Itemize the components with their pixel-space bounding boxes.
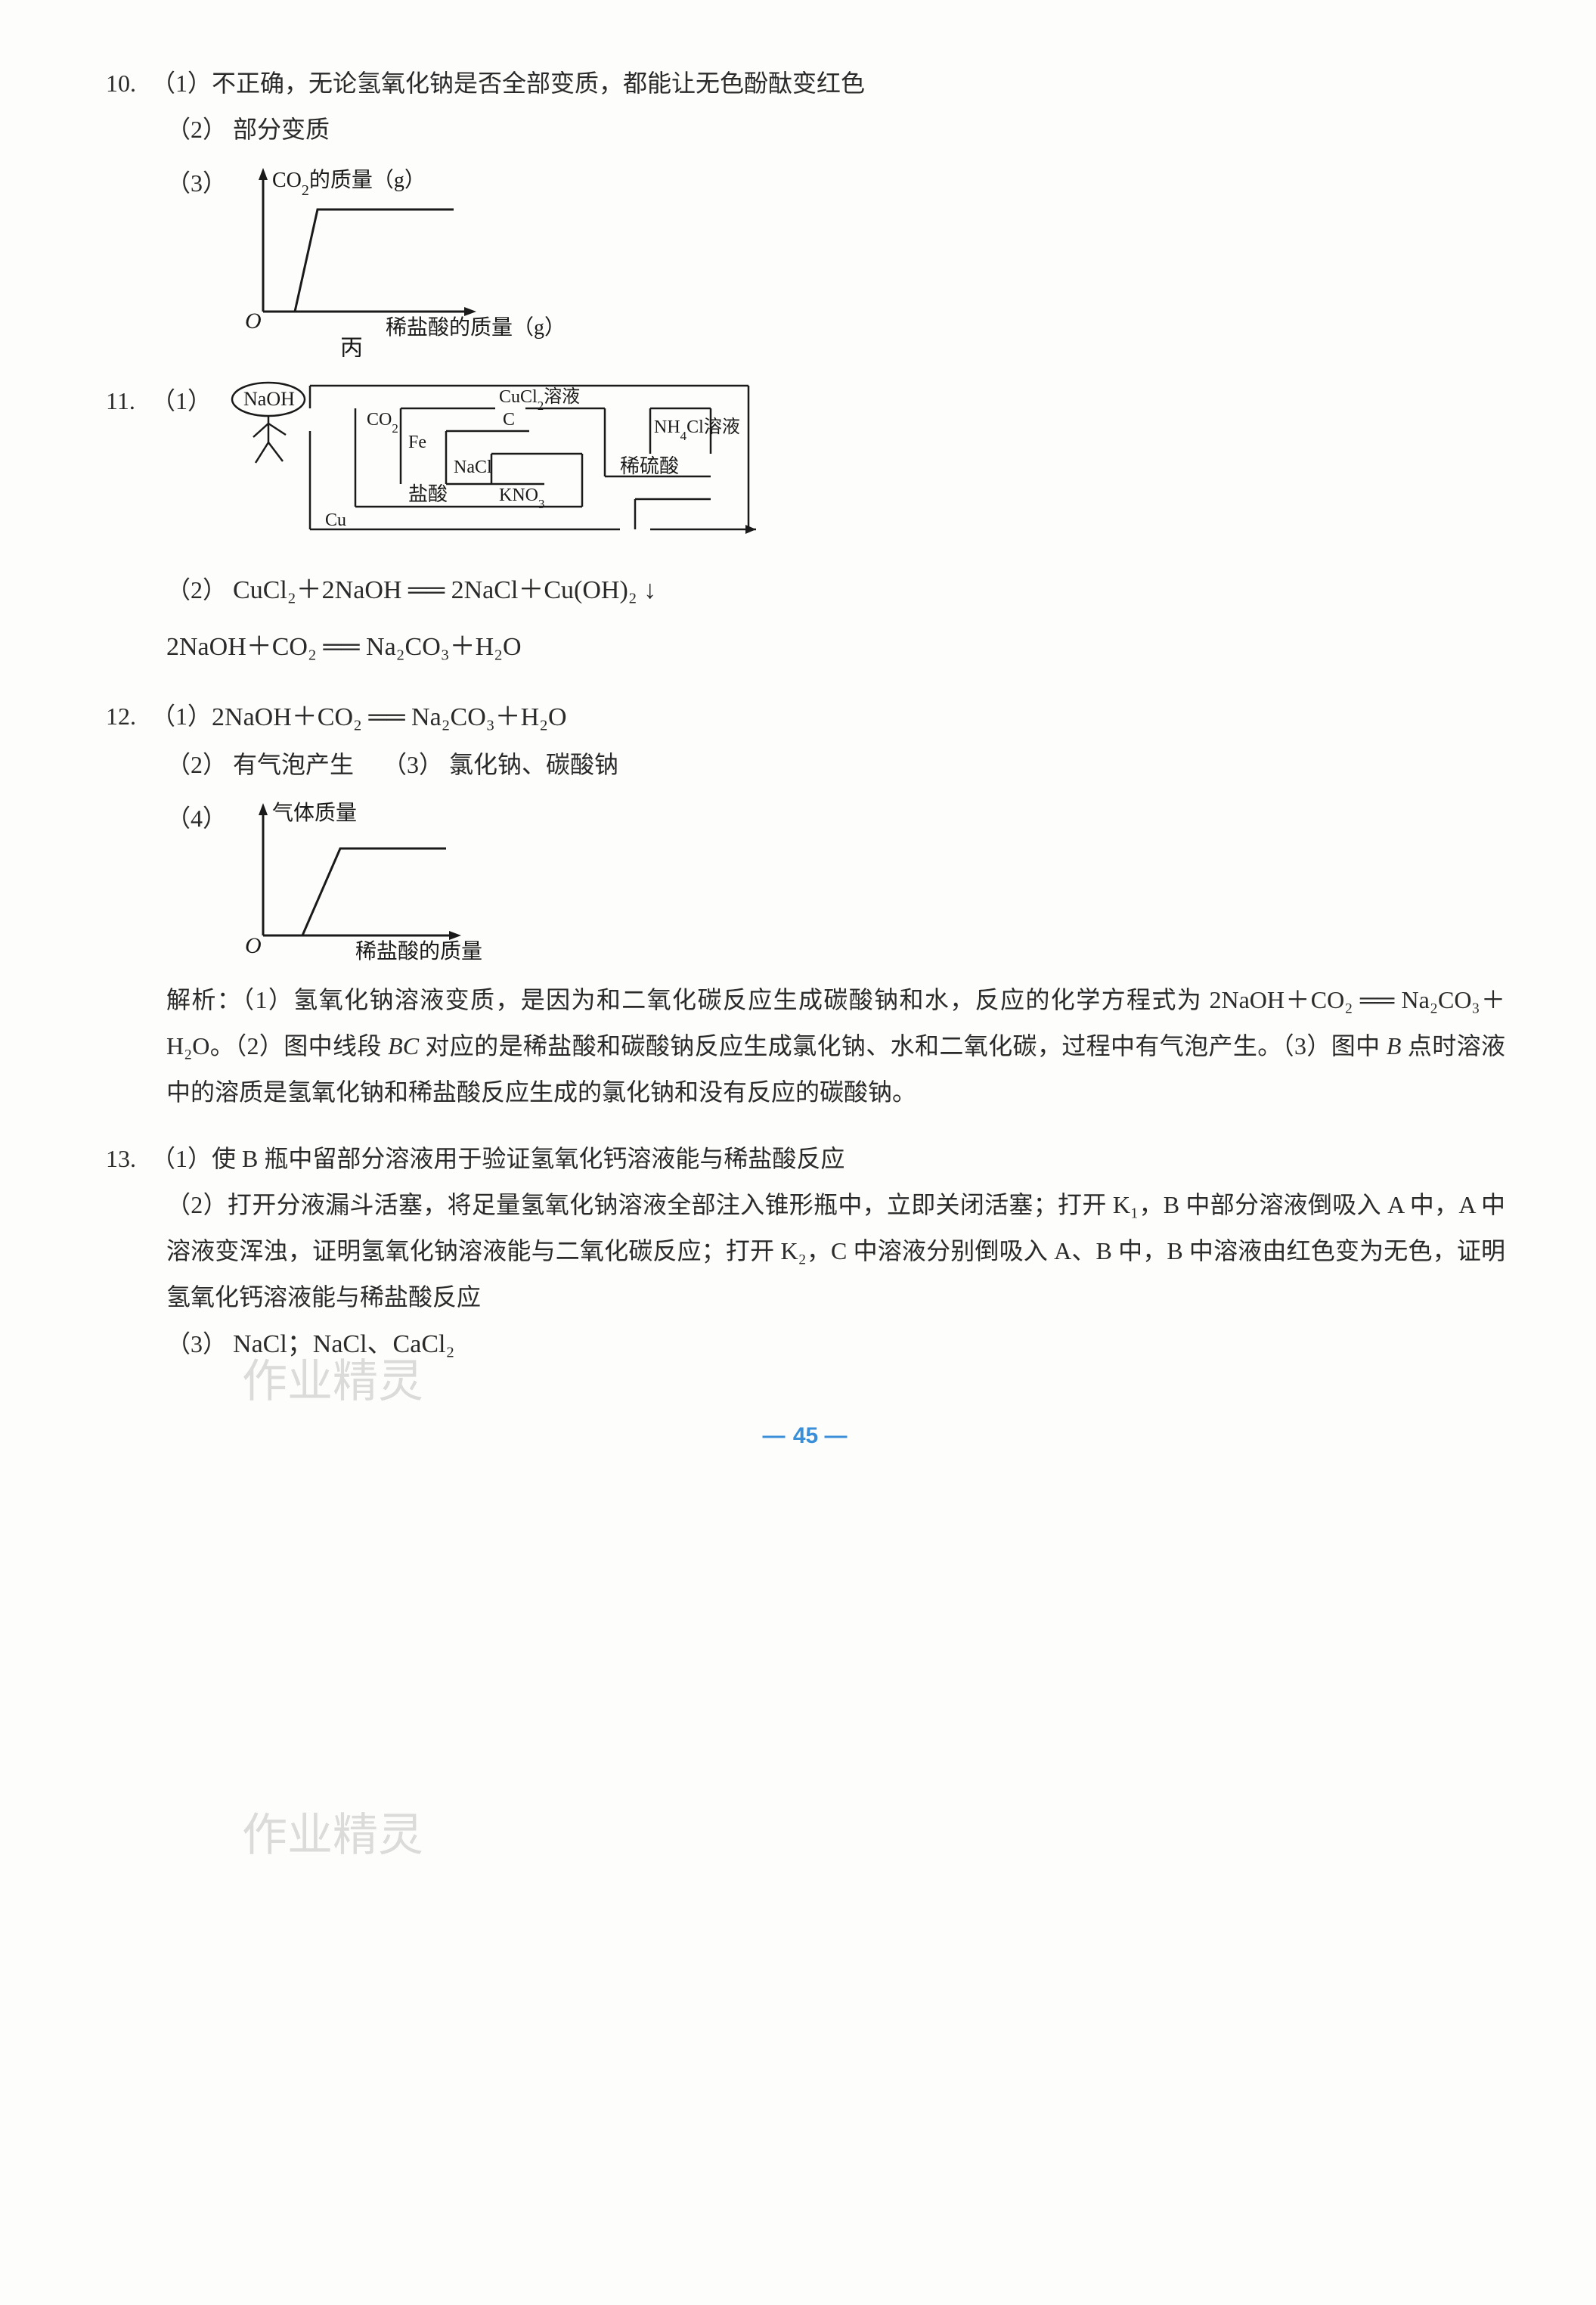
- maze-diagram: NaOH CuCl2溶液 CO2 C NH4Cl溶液 Fe NaCl: [227, 378, 756, 567]
- problem-10: 10. （1） 不正确，无论氢氧化钠是否全部变质，都能让无色酚酞变红色 （2） …: [106, 60, 1505, 357]
- maze-start-label: NaOH: [243, 388, 295, 410]
- subpart-label: （2）: [166, 751, 227, 778]
- problem-12: 12. （1） 2NaOH＋CO₂ ══ Na₂CO₃＋H₂O （2） 有气泡产…: [106, 693, 1505, 1115]
- subpart-label: （3）: [383, 751, 443, 778]
- problem-11: 11. （1）: [106, 378, 1505, 672]
- page-content: 作业精灵 作业精灵 10. （1） 不正确，无论氢氧化钠是否全部变质，都能让无色…: [106, 60, 1505, 1457]
- subpart-label: （2）: [166, 116, 227, 143]
- analysis-block: 解析：（1）氢氧化钠溶液变质，是因为和二氧化碳反应生成碳酸钠和水，反应的化学方程…: [106, 977, 1505, 1115]
- answer-text: 使 B 瓶中留部分溶液用于验证氢氧化钙溶液能与稀盐酸反应: [212, 1136, 844, 1182]
- watermark: 作业精灵: [242, 1792, 423, 1878]
- problem-number: 12.: [106, 693, 151, 740]
- maze-label: Fe: [408, 433, 426, 452]
- chemical-equation: 2NaOH＋CO₂ ══ Na₂CO₃＋H₂O: [166, 633, 522, 661]
- analysis-text: 对应的是稀盐酸和碳酸钠反应生成氯化钠、水和二氧化碳，过程中有气泡产生。（3）图中: [419, 1032, 1387, 1059]
- subpart-label: （3）: [166, 160, 227, 206]
- answer-text: 部分变质: [233, 116, 330, 143]
- answer-text: 有气泡产生: [233, 751, 354, 778]
- answer-text: 不正确，无论氢氧化钠是否全部变质，都能让无色酚酞变红色: [212, 60, 865, 107]
- x-axis-label: 稀盐酸的质量（g）: [386, 315, 566, 340]
- line-chart-svg: 气体质量 稀盐酸的质量 O: [227, 796, 544, 969]
- maze-label: CO2: [367, 410, 398, 436]
- footer-dash: —: [762, 1423, 786, 1448]
- maze-label: NH4Cl溶液: [654, 417, 740, 443]
- problem-number: 10.: [106, 60, 151, 107]
- chart-caption: 丙: [340, 336, 363, 357]
- origin-label: O: [245, 309, 262, 333]
- maze-label: NaCl: [454, 458, 492, 477]
- maze-label: 盐酸: [408, 483, 448, 505]
- maze-svg: NaOH CuCl2溶液 CO2 C NH4Cl溶液 Fe NaCl: [227, 378, 756, 552]
- answer-text: 氯化钠、碳酸钠: [449, 751, 618, 778]
- subpart-label: （1）: [151, 693, 212, 740]
- page-number: 45: [793, 1423, 818, 1448]
- chart-gas-mass: 气体质量 稀盐酸的质量 O: [227, 796, 544, 969]
- analysis-label: 解析：: [166, 986, 242, 1013]
- subpart-label: （3）: [166, 1330, 227, 1357]
- subpart-block: （2）打开分液漏斗活塞，将足量氢氧化钠溶液全部注入锥形瓶中，立即关闭活塞；打开 …: [106, 1182, 1505, 1320]
- y-axis-label: CO2的质量（g）: [272, 168, 426, 199]
- variable-bc: BC: [388, 1032, 419, 1059]
- problem-number: 11.: [106, 378, 151, 424]
- variable-b: B: [1387, 1032, 1402, 1059]
- x-axis-label: 稀盐酸的质量: [355, 939, 482, 963]
- problem-13: 13. （1） 使 B 瓶中留部分溶液用于验证氢氧化钙溶液能与稀盐酸反应 （2）…: [106, 1136, 1505, 1369]
- chart-co2-mass: CO2的质量（g） 稀盐酸的质量（g） O 丙: [227, 160, 590, 357]
- maze-label: 稀硫酸: [620, 455, 679, 477]
- subpart-label: （1）: [151, 378, 212, 424]
- subpart-label: （1）: [151, 1136, 212, 1182]
- answer-text: NaCl；NaCl、CaCl₂: [233, 1330, 454, 1358]
- maze-label: C: [503, 410, 515, 430]
- chemical-equation: CuCl₂＋2NaOH ══ 2NaCl＋Cu(OH)₂ ↓: [233, 576, 656, 604]
- chemical-equation: 2NaOH＋CO₂ ══ Na₂CO₃＋H₂O: [212, 693, 567, 743]
- y-axis-label: 气体质量: [272, 801, 357, 825]
- problem-number: 13.: [106, 1136, 151, 1182]
- subpart-label: （1）: [151, 60, 212, 107]
- origin-label: O: [245, 933, 262, 958]
- subpart-label: （2）: [166, 1191, 228, 1218]
- page-footer: — 45 —: [106, 1414, 1505, 1457]
- line-chart-svg: CO2的质量（g） 稀盐酸的质量（g） O 丙: [227, 160, 590, 357]
- answer-text: 打开分液漏斗活塞，将足量氢氧化钠溶液全部注入锥形瓶中，立即关闭活塞；打开 K₁，…: [166, 1191, 1505, 1311]
- footer-dash: —: [825, 1423, 849, 1448]
- subpart-label: （2）: [166, 576, 227, 603]
- maze-label: Cu: [325, 510, 346, 530]
- subpart-label: （4）: [166, 796, 227, 842]
